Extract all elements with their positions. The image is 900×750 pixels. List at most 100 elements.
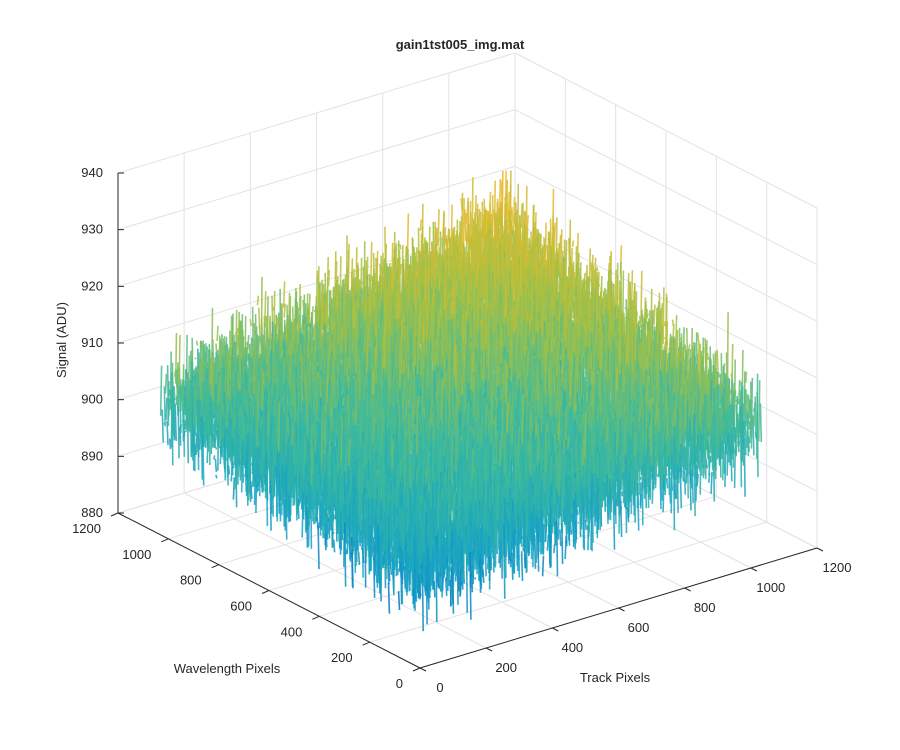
surface-stroke xyxy=(179,408,183,411)
surface-stroke xyxy=(493,281,497,306)
surface-stroke xyxy=(234,347,238,353)
surface-stroke xyxy=(205,404,209,438)
surface-plot xyxy=(159,170,763,632)
surface-stroke xyxy=(222,417,225,439)
surface-stroke xyxy=(521,227,525,248)
surface-stroke xyxy=(488,191,492,230)
surface-stroke xyxy=(465,215,469,219)
surface-stroke xyxy=(187,387,190,402)
surface-stroke xyxy=(511,259,515,301)
surface-stroke xyxy=(522,259,525,285)
surface-stroke xyxy=(514,224,517,261)
surface-stroke xyxy=(199,413,203,451)
surface-stroke xyxy=(481,254,484,265)
surface-stroke xyxy=(557,254,560,261)
surface-stroke xyxy=(225,378,228,390)
surface-stroke xyxy=(235,406,238,482)
surface-stroke xyxy=(213,455,216,460)
surface-stroke xyxy=(217,376,221,404)
surface-stroke xyxy=(182,364,185,410)
surface-stroke xyxy=(506,201,509,216)
surface-stroke xyxy=(466,201,469,245)
surface-stroke xyxy=(220,355,223,360)
surface-stroke xyxy=(520,203,523,229)
surface-stroke xyxy=(240,447,244,493)
surface-stroke xyxy=(222,401,225,418)
surface-stroke xyxy=(410,323,413,327)
surface-stroke xyxy=(275,317,279,335)
surface-stroke xyxy=(161,409,164,443)
surface-stroke xyxy=(475,263,479,289)
surface-stroke xyxy=(292,320,295,350)
surface-stroke xyxy=(431,241,434,276)
surface-stroke xyxy=(437,238,440,243)
surface-stroke xyxy=(377,285,380,289)
surface-stroke xyxy=(405,271,408,286)
surface-stroke xyxy=(196,400,199,453)
surface-stroke xyxy=(365,279,368,316)
surface-stroke xyxy=(320,279,323,348)
surface-stroke xyxy=(396,275,399,328)
surface-stroke xyxy=(463,280,466,293)
surface-stroke xyxy=(500,262,503,272)
surface-stroke xyxy=(483,252,487,263)
surface-stroke xyxy=(327,269,331,287)
surface-stroke xyxy=(340,329,344,353)
surface-stroke xyxy=(485,211,488,235)
surface-stroke xyxy=(256,295,260,306)
surface-stroke xyxy=(464,208,467,242)
surface-stroke xyxy=(315,361,319,367)
surface-stroke xyxy=(447,272,450,284)
surface-stroke xyxy=(267,346,270,391)
surface-stroke xyxy=(361,374,365,379)
surface-stroke xyxy=(324,311,327,325)
surface-stroke xyxy=(444,318,448,321)
surface-stroke xyxy=(198,413,201,432)
surface-stroke xyxy=(298,283,302,311)
surface-stroke xyxy=(164,373,168,394)
surface-stroke xyxy=(511,206,514,222)
surface-stroke xyxy=(227,427,230,459)
surface-stroke xyxy=(214,458,218,472)
surface-stroke xyxy=(264,290,267,325)
surface-stroke xyxy=(295,341,298,349)
surface-stroke xyxy=(216,429,219,448)
surface-stroke xyxy=(295,301,299,369)
surface-stroke xyxy=(558,234,562,270)
surface-stroke xyxy=(200,391,203,417)
surface-stroke xyxy=(204,391,207,449)
surface-stroke xyxy=(201,383,205,404)
surface-stroke xyxy=(571,240,575,248)
surface-stroke xyxy=(313,323,316,337)
surface-stroke xyxy=(512,196,516,226)
surface-stroke xyxy=(415,267,419,278)
surface-stroke xyxy=(378,322,381,329)
surface-stroke xyxy=(285,374,289,381)
surface-stroke xyxy=(394,243,398,293)
side-wall-grid-line xyxy=(514,52,818,209)
surface-stroke xyxy=(227,465,231,475)
surface-stroke xyxy=(272,306,275,311)
surface-stroke xyxy=(265,346,269,366)
surface-stroke xyxy=(226,420,230,424)
surface-stroke xyxy=(451,286,455,314)
surface-stroke xyxy=(214,446,218,450)
surface-stroke xyxy=(216,399,220,403)
surface-stroke xyxy=(194,379,198,427)
surface-stroke xyxy=(366,334,369,373)
surface-stroke xyxy=(300,321,304,330)
surface-stroke xyxy=(496,198,500,216)
surface-stroke xyxy=(476,273,480,276)
surface-stroke xyxy=(249,343,252,358)
surface-stroke xyxy=(225,426,228,448)
surface-stroke xyxy=(445,241,449,250)
surface-stroke xyxy=(251,377,254,397)
surface-stroke xyxy=(194,357,197,360)
surface-stroke xyxy=(314,370,317,384)
surface-stroke xyxy=(451,258,454,271)
surface-stroke xyxy=(233,439,236,454)
surface-stroke xyxy=(211,354,214,399)
surface-stroke xyxy=(236,327,239,335)
surface-stroke xyxy=(246,341,249,361)
surface-stroke xyxy=(370,241,373,282)
